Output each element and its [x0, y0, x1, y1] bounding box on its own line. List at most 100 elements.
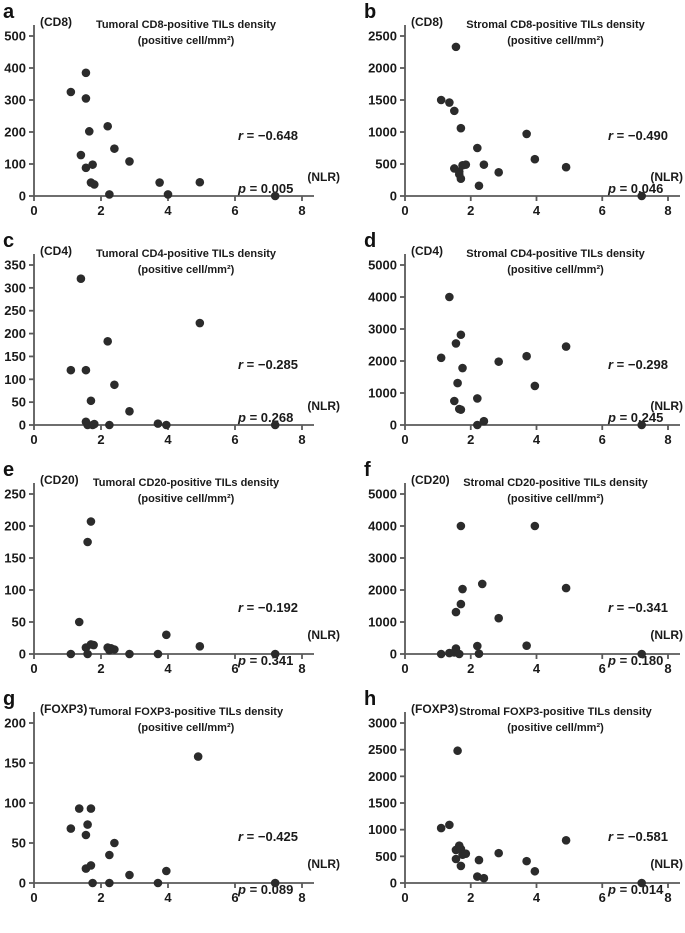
- data-point: [456, 521, 466, 531]
- y-tick-label: 100: [4, 583, 26, 598]
- r-value: r = −0.298: [608, 357, 669, 372]
- data-point: [153, 649, 163, 659]
- x-tick-label: 8: [298, 432, 305, 447]
- chart-title: Stromal CD4-positive TILs density (posit…: [438, 246, 673, 278]
- data-point: [522, 351, 531, 361]
- data-point: [66, 87, 76, 97]
- x-tick-label: 4: [164, 890, 172, 905]
- y-tick-label: 2500: [368, 742, 397, 757]
- chart-title-line2: (positive cell/mm²): [507, 264, 604, 276]
- y-tick-label: 2000: [368, 61, 397, 76]
- data-point: [81, 830, 91, 840]
- data-point: [451, 607, 461, 617]
- data-point: [86, 517, 96, 526]
- y-tick-label: 0: [390, 418, 397, 433]
- data-point: [530, 154, 540, 164]
- chart-title-line2: (positive cell/mm²): [137, 35, 235, 47]
- x-tick-label: 6: [599, 203, 606, 218]
- panel-d-stromal-cd4: d (CD4) Stromal CD4-positive TILs densit…: [342, 229, 685, 458]
- data-point: [162, 420, 171, 430]
- y-tick-label: 250: [4, 487, 26, 502]
- y-tick-label: 1500: [368, 93, 397, 108]
- x-tick-label: 0: [401, 661, 408, 676]
- data-point: [90, 419, 99, 429]
- data-point: [81, 365, 91, 375]
- y-tick-label: 4000: [368, 290, 397, 305]
- x-tick-label: 0: [30, 890, 37, 905]
- data-point: [110, 144, 119, 153]
- data-point: [66, 649, 76, 659]
- y-axis-unit-label: (CD4): [40, 244, 72, 258]
- data-point: [193, 752, 203, 761]
- data-point: [450, 106, 459, 116]
- data-point: [110, 380, 119, 390]
- y-tick-label: 500: [375, 157, 397, 172]
- scatter-plot: 0 2 4 6 8 0 500 1000 1500 2000 2500: [368, 25, 680, 218]
- y-tick-label: 1000: [368, 822, 397, 837]
- x-tick-label: 8: [664, 432, 671, 447]
- data-point: [76, 150, 86, 160]
- y-tick-label: 2000: [368, 354, 397, 369]
- data-point: [103, 121, 112, 131]
- data-point: [81, 68, 91, 78]
- data-point: [474, 855, 484, 865]
- data-point: [494, 357, 503, 366]
- data-point: [270, 878, 280, 888]
- data-point: [125, 649, 134, 659]
- data-point: [494, 848, 503, 858]
- data-point: [637, 878, 646, 888]
- correlation-stats: r = −0.581 p = 0.014: [608, 793, 668, 933]
- data-point: [105, 850, 114, 860]
- y-tick-label: 0: [390, 876, 397, 891]
- axes: [404, 483, 680, 655]
- r-value: r = −0.425: [238, 829, 299, 844]
- correlation-stats: r = −0.425 p = 0.089: [238, 793, 298, 933]
- data-point: [456, 123, 466, 133]
- data-point: [474, 649, 484, 658]
- y-tick-label: 3000: [368, 551, 397, 566]
- y-axis-unit-label: (CD20): [40, 473, 79, 487]
- y-tick-label: 3000: [368, 716, 397, 731]
- y-tick-label: 50: [12, 836, 26, 851]
- y-tick-label: 300: [4, 280, 26, 295]
- y-tick-label: 1000: [368, 615, 397, 630]
- chart-title-line1: Tumoral FOXP3-positive TILs density: [88, 706, 284, 718]
- scatter-plot: 0 2 4 6 8 0 1000 2000 3000 4000 5000: [368, 254, 680, 447]
- y-tick-label: 3000: [368, 322, 397, 337]
- data-point: [270, 649, 280, 659]
- data-point: [473, 420, 482, 430]
- panel-letter: d: [364, 230, 377, 252]
- axes: [404, 712, 680, 884]
- axes: [33, 254, 314, 426]
- panel-letter: f: [364, 459, 371, 481]
- data-point: [83, 820, 92, 829]
- x-tick-label: 0: [401, 203, 408, 218]
- x-tick-label: 2: [467, 661, 474, 676]
- y-tick-label: 500: [375, 849, 397, 864]
- chart-title-line1: Tumoral CD8-positive TILs density: [95, 19, 277, 31]
- x-tick-label: 2: [467, 203, 474, 218]
- panel-a-tumoral-cd8: a (CD8) Tumoral CD8-positive TILs densit…: [0, 0, 342, 229]
- x-tick-label: 4: [533, 661, 541, 676]
- y-tick-label: 0: [390, 189, 397, 204]
- data-point: [451, 854, 461, 864]
- data-point: [155, 178, 164, 187]
- r-value: r = −0.285: [238, 357, 299, 372]
- x-tick-label: 2: [97, 661, 104, 676]
- y-tick-label: 1000: [368, 386, 397, 401]
- data-point: [522, 129, 531, 139]
- axes: [33, 712, 314, 884]
- data-point: [88, 160, 97, 169]
- correlation-stats: r = −0.192 p = 0.341: [238, 564, 298, 704]
- x-tick-label: 4: [164, 661, 172, 676]
- x-axis-unit-label: (NLR): [650, 170, 683, 184]
- x-axis-unit-label: (NLR): [307, 628, 340, 642]
- y-tick-label: 100: [4, 796, 26, 811]
- y-axis-unit-label: (CD20): [411, 473, 450, 487]
- data-point: [89, 640, 98, 650]
- data-point: [84, 127, 94, 136]
- y-tick-label: 2000: [368, 769, 397, 784]
- data-point: [522, 641, 531, 650]
- x-tick-label: 2: [467, 890, 474, 905]
